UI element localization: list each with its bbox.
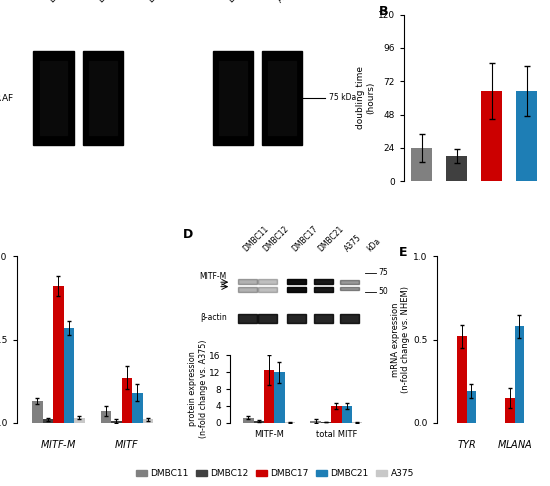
Bar: [340, 287, 359, 290]
Bar: [311, 421, 321, 423]
Bar: [457, 336, 466, 423]
Text: total MITF: total MITF: [316, 431, 357, 439]
Bar: [274, 372, 284, 423]
Text: DMBC12: DMBC12: [261, 224, 290, 253]
Bar: [243, 418, 254, 423]
Bar: [213, 51, 253, 144]
Bar: [43, 419, 53, 423]
Bar: [515, 326, 524, 423]
Text: DMBC17: DMBC17: [290, 224, 320, 253]
Text: MITF-M: MITF-M: [200, 273, 227, 281]
Bar: [505, 398, 515, 423]
Text: DMBC12: DMBC12: [97, 0, 128, 4]
Bar: [101, 411, 111, 423]
Bar: [411, 148, 432, 181]
Bar: [74, 418, 85, 423]
Legend: DMBC11, DMBC12, DMBC17, DMBC21, A375: DMBC11, DMBC12, DMBC17, DMBC21, A375: [133, 465, 417, 482]
Text: 75 kDa: 75 kDa: [328, 93, 356, 103]
Bar: [340, 280, 359, 284]
Text: $MITF$-$M$: $MITF$-$M$: [40, 438, 76, 450]
Bar: [446, 156, 467, 181]
Text: 75: 75: [378, 268, 388, 277]
Bar: [288, 279, 306, 284]
Bar: [314, 287, 333, 292]
Bar: [258, 314, 277, 323]
Bar: [34, 51, 74, 144]
Text: DMBC17: DMBC17: [146, 0, 178, 4]
Bar: [321, 422, 331, 423]
Y-axis label: protein expression
(n-fold change vs. A375): protein expression (n-fold change vs. A3…: [189, 340, 208, 438]
Bar: [219, 61, 246, 135]
Text: $MLANA$: $MLANA$: [497, 438, 532, 450]
Y-axis label: doubling time
(hours): doubling time (hours): [356, 67, 375, 129]
Bar: [340, 314, 359, 323]
Bar: [238, 314, 257, 323]
Bar: [83, 51, 123, 144]
Bar: [258, 287, 277, 292]
Bar: [238, 279, 257, 284]
Text: A375: A375: [276, 0, 298, 4]
Bar: [111, 421, 122, 423]
Bar: [40, 61, 68, 135]
Text: $MITF$: $MITF$: [114, 438, 139, 450]
Bar: [264, 370, 274, 423]
Text: MITF-M: MITF-M: [254, 431, 284, 439]
Bar: [331, 406, 342, 423]
Bar: [64, 328, 74, 423]
Bar: [314, 314, 333, 323]
Text: B: B: [379, 4, 388, 17]
Bar: [132, 393, 142, 423]
Text: D: D: [183, 228, 193, 241]
Text: DMBC21: DMBC21: [317, 224, 346, 253]
Y-axis label: mRNA expression
(n-fold change vs. NHEM): mRNA expression (n-fold change vs. NHEM): [391, 286, 410, 393]
Text: kDa: kDa: [365, 236, 382, 253]
Bar: [89, 61, 117, 135]
Text: β-actin: β-actin: [200, 312, 227, 322]
Bar: [122, 378, 132, 423]
Bar: [288, 287, 306, 292]
Bar: [254, 421, 264, 423]
Bar: [466, 391, 476, 423]
Text: $TYR$: $TYR$: [456, 438, 476, 450]
Bar: [288, 314, 306, 323]
Text: DMBC11: DMBC11: [241, 224, 270, 253]
Text: $^{V600E}$BRAF: $^{V600E}$BRAF: [0, 92, 13, 104]
Text: A375: A375: [343, 233, 364, 253]
Text: 50: 50: [378, 287, 388, 296]
Bar: [142, 419, 153, 423]
Bar: [258, 279, 277, 284]
Bar: [314, 279, 333, 284]
Bar: [342, 406, 352, 423]
Bar: [268, 61, 296, 135]
Bar: [262, 51, 302, 144]
Bar: [481, 91, 502, 181]
Text: DMBC11: DMBC11: [47, 0, 79, 4]
Text: E: E: [399, 246, 408, 259]
Bar: [32, 401, 43, 423]
Bar: [53, 286, 64, 423]
Bar: [516, 91, 537, 181]
Text: DMBC21: DMBC21: [227, 0, 258, 4]
Bar: [238, 287, 257, 292]
